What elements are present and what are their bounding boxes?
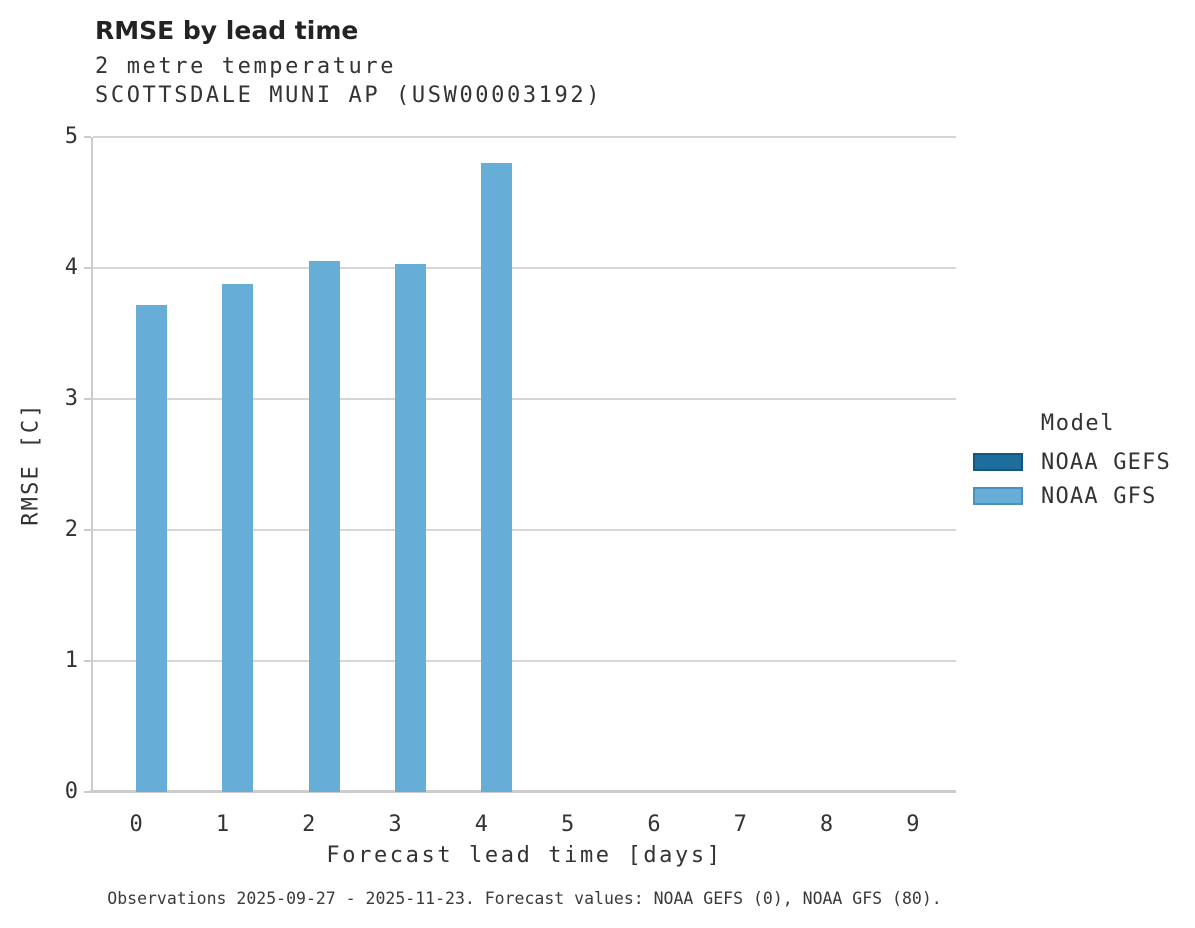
x-tick-label-0: 0: [129, 812, 143, 837]
bar-noaa-gfs-lead-3: [395, 264, 427, 792]
x-tick-label-4: 4: [474, 812, 488, 837]
gridline-y-2: [93, 529, 956, 531]
bar-noaa-gfs-lead-0: [136, 304, 168, 792]
y-tick-mark-5: [84, 136, 91, 138]
y-tick-mark-4: [84, 267, 91, 269]
plot-area: Forecast lead time [days] 0 1 2 3 4 5 0 1 2 3 4 5 6 7…: [65, 125, 956, 868]
y-tick-mark-1: [84, 660, 91, 662]
legend-swatch-noaa-gefs-icon: [973, 453, 1023, 471]
y-tick-label-4: 4: [64, 255, 78, 280]
bar-noaa-gfs-lead-2: [308, 261, 340, 792]
gridline-y-4: [93, 267, 956, 269]
y-tick-label-2: 2: [64, 517, 78, 542]
legend-item-noaa-gefs: NOAA GEFS: [973, 449, 1183, 475]
chart-title: RMSE by lead time: [95, 16, 359, 45]
x-tick-label-2: 2: [302, 812, 316, 837]
legend-label-noaa-gfs: NOAA GFS: [1041, 483, 1157, 509]
bar-noaa-gfs-lead-4: [481, 163, 513, 792]
x-tick-label-8: 8: [819, 812, 834, 837]
x-tick-label-6: 6: [647, 812, 661, 837]
y-tick-mark-0: [84, 791, 91, 793]
chart-footnote: Observations 2025-09-27 - 2025-11-23. Fo…: [107, 889, 942, 908]
x-tick-label-3: 3: [388, 812, 402, 837]
y-axis-label: RMSE [C]: [18, 402, 44, 526]
y-tick-mark-3: [84, 398, 91, 400]
x-axis-label: Forecast lead time [days]: [326, 843, 723, 868]
gridline-y-0: [90, 790, 956, 793]
legend-item-noaa-gfs: NOAA GFS: [973, 483, 1183, 509]
legend-title: Model: [1040, 411, 1116, 436]
y-tick-mark-2: [84, 529, 91, 531]
legend-label-noaa-gefs: NOAA GEFS: [1041, 449, 1172, 475]
gridline-y-1: [93, 660, 956, 662]
y-tick-label-1: 1: [64, 648, 78, 673]
x-tick-label-5: 5: [561, 812, 575, 837]
gridline-y-3: [93, 398, 956, 400]
x-tick-label-7: 7: [733, 812, 747, 837]
x-tick-label-1: 1: [215, 812, 230, 837]
y-tick-label-3: 3: [64, 386, 78, 411]
chart-subtitle-line-2: SCOTTSDALE MUNI AP (USW00003192): [95, 83, 603, 108]
x-tick-label-9: 9: [906, 812, 920, 837]
y-axis-spine: [91, 137, 93, 792]
legend-swatch-noaa-gfs-icon: [973, 487, 1023, 505]
y-tick-label-0: 0: [64, 779, 78, 804]
bar-noaa-gfs-lead-1: [222, 283, 254, 792]
gridline-y-5: [93, 136, 956, 138]
chart-subtitle: 2 metre temperature SCOTTSDALE MUNI AP (…: [95, 52, 602, 110]
legend: Model NOAA GEFS NOAA GFS: [973, 411, 1183, 518]
y-tick-label-5: 5: [64, 124, 78, 149]
chart-subtitle-line-1: 2 metre temperature: [95, 54, 397, 79]
